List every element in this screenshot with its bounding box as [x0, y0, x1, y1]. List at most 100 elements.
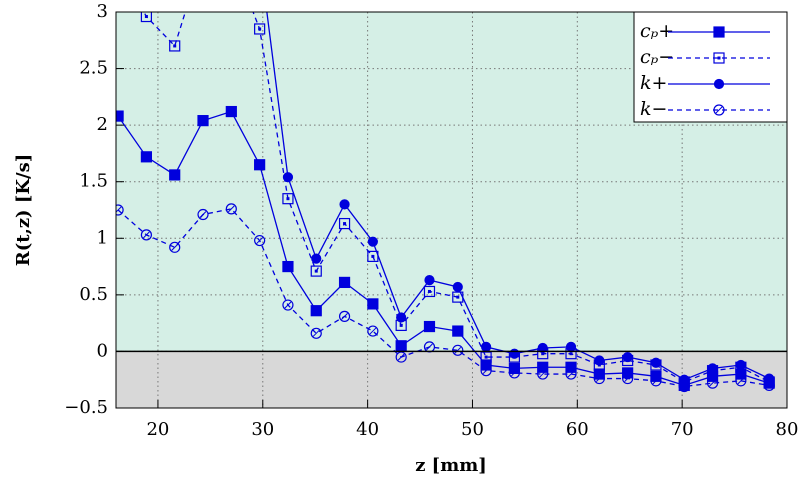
marker [282, 260, 294, 273]
marker [338, 276, 351, 289]
marker [565, 361, 577, 373]
marker-shape [713, 78, 725, 90]
marker-bar [227, 205, 235, 213]
marker [452, 344, 464, 356]
marker-shape [452, 344, 464, 356]
marker [713, 104, 725, 116]
marker-shape [713, 52, 725, 64]
marker-dot [314, 269, 318, 273]
marker-bar [595, 375, 603, 382]
marker [254, 159, 266, 171]
marker-bar [709, 379, 716, 387]
x-tick-label: 70 [671, 419, 694, 440]
marker-shape [116, 110, 124, 122]
marker-bar [765, 382, 773, 389]
marker-shape [713, 26, 725, 38]
marker-shape [452, 325, 464, 337]
legend-label: cₚ− [640, 46, 674, 68]
marker-shape [395, 340, 407, 352]
marker-shape [537, 368, 549, 380]
marker-shape [169, 241, 181, 253]
marker [706, 377, 719, 389]
y-tick-label: 2.5 [79, 58, 108, 79]
marker [452, 325, 464, 337]
marker-shape [140, 229, 153, 241]
marker-bar [397, 353, 405, 361]
marker-shape [763, 379, 775, 391]
marker-shape [706, 377, 719, 389]
marker-bar [256, 237, 263, 244]
marker-bar [312, 329, 320, 337]
marker-shape [338, 310, 351, 322]
marker [140, 12, 153, 23]
marker [593, 372, 605, 385]
marker-shape [622, 372, 634, 385]
x-tick-label: 60 [566, 419, 589, 440]
marker-shape [254, 234, 266, 247]
marker-shape [622, 367, 634, 379]
marker-bar [652, 377, 660, 385]
marker [197, 208, 209, 221]
marker-shape [282, 172, 294, 183]
marker-shape [338, 276, 351, 289]
y-axis-label: R(t,z) [K/s] [13, 154, 34, 266]
marker-shape [310, 265, 322, 277]
marker-dot [371, 254, 375, 258]
x-tick-label: 40 [356, 419, 379, 440]
marker-dot [456, 295, 460, 299]
marker [197, 115, 209, 127]
marker [311, 253, 322, 264]
marker [225, 203, 237, 215]
marker [650, 357, 662, 368]
marker-dot [484, 355, 488, 359]
marker [480, 341, 492, 353]
marker-shape [367, 325, 379, 337]
marker [622, 372, 634, 385]
marker-shape [338, 217, 351, 230]
marker-shape [225, 105, 237, 118]
legend: cₚ+ cₚ− k+ k− [633, 11, 788, 123]
legend-label: cₚ+ [640, 20, 674, 42]
marker-shape [367, 298, 379, 310]
marker-shape [452, 281, 463, 293]
marker [537, 342, 548, 354]
marker-bar [482, 367, 490, 375]
marker [537, 361, 549, 373]
marker [650, 375, 662, 387]
marker-shape [116, 204, 124, 216]
y-tick-label: 1 [97, 227, 108, 248]
y-tick-label: 3 [97, 1, 108, 22]
marker [424, 275, 435, 286]
marker-shape [396, 312, 407, 323]
marker [423, 320, 436, 333]
y-tick-label: 0 [97, 340, 108, 361]
marker-shape [225, 203, 237, 215]
marker [140, 151, 153, 163]
marker [763, 379, 775, 391]
marker [310, 265, 322, 277]
marker [282, 193, 294, 205]
x-tick-label: 80 [776, 419, 799, 440]
marker [565, 341, 577, 353]
marker-shape [140, 12, 153, 23]
marker-shape [310, 327, 322, 339]
marker-bar [171, 243, 179, 251]
marker [339, 199, 350, 210]
marker [622, 367, 634, 379]
marker-dot [343, 222, 347, 226]
marker [338, 217, 351, 230]
marker-shape [197, 208, 209, 221]
marker-shape [282, 299, 294, 311]
marker [735, 359, 746, 371]
marker-shape [169, 40, 181, 52]
marker-shape [707, 363, 718, 374]
marker [140, 229, 153, 241]
y-tick-label: 1.5 [79, 171, 108, 192]
marker [169, 40, 181, 52]
marker-shape [423, 285, 436, 298]
marker-shape [197, 115, 209, 127]
marker-shape [713, 104, 725, 116]
legend-box [633, 11, 788, 123]
marker-shape [537, 361, 549, 373]
